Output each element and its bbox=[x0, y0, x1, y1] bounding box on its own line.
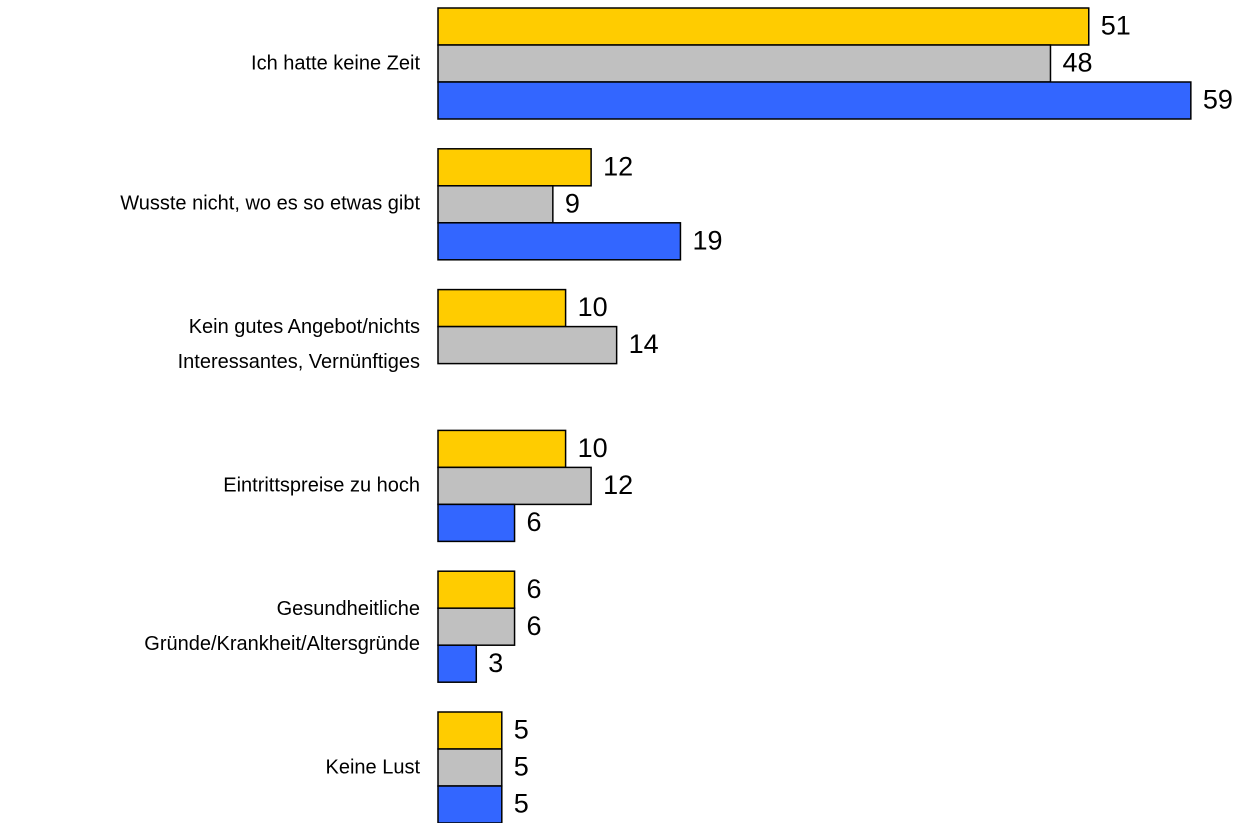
value-label: 51 bbox=[1101, 11, 1131, 41]
value-label: 5 bbox=[514, 715, 529, 745]
value-label: 59 bbox=[1203, 85, 1233, 115]
bar bbox=[437, 503, 516, 543]
value-label: 48 bbox=[1062, 48, 1092, 78]
bar bbox=[437, 7, 1090, 46]
value-label: 12 bbox=[603, 470, 633, 500]
value-label: 5 bbox=[514, 752, 529, 782]
bar bbox=[437, 607, 516, 646]
value-label: 6 bbox=[527, 507, 542, 537]
bar bbox=[437, 748, 503, 787]
category-label: Gesundheitliche Gründe/Krankheit/Altersg… bbox=[144, 597, 420, 655]
bar bbox=[437, 429, 567, 469]
value-label: 6 bbox=[527, 574, 542, 604]
value-label: 12 bbox=[603, 151, 633, 181]
bar bbox=[437, 325, 618, 365]
category-label: Ich hatte keine Zeit bbox=[251, 52, 420, 74]
value-label: 10 bbox=[578, 292, 608, 322]
value-label: 14 bbox=[629, 329, 659, 359]
bar bbox=[437, 222, 682, 261]
value-label: 9 bbox=[565, 188, 580, 218]
bar bbox=[437, 711, 503, 750]
bar bbox=[437, 466, 592, 506]
category-label: Keine Lust bbox=[325, 756, 420, 778]
bar bbox=[437, 44, 1052, 83]
value-label: 19 bbox=[692, 225, 722, 255]
value-label: 10 bbox=[578, 433, 608, 463]
bar bbox=[437, 148, 592, 187]
category-label: Wusste nicht, wo es so etwas gibt bbox=[120, 192, 420, 215]
category-label: Eintrittspreise zu hoch bbox=[223, 474, 420, 497]
value-label: 3 bbox=[488, 648, 503, 678]
bar bbox=[437, 288, 567, 328]
value-label: 6 bbox=[527, 611, 542, 641]
category-label: Kein gutes Angebot/nichts Interessantes,… bbox=[177, 316, 420, 374]
bar bbox=[437, 185, 554, 224]
bar bbox=[437, 81, 1192, 120]
value-label: 5 bbox=[514, 789, 529, 819]
bar bbox=[437, 785, 503, 823]
bar bbox=[437, 644, 478, 683]
bar bbox=[437, 570, 516, 609]
